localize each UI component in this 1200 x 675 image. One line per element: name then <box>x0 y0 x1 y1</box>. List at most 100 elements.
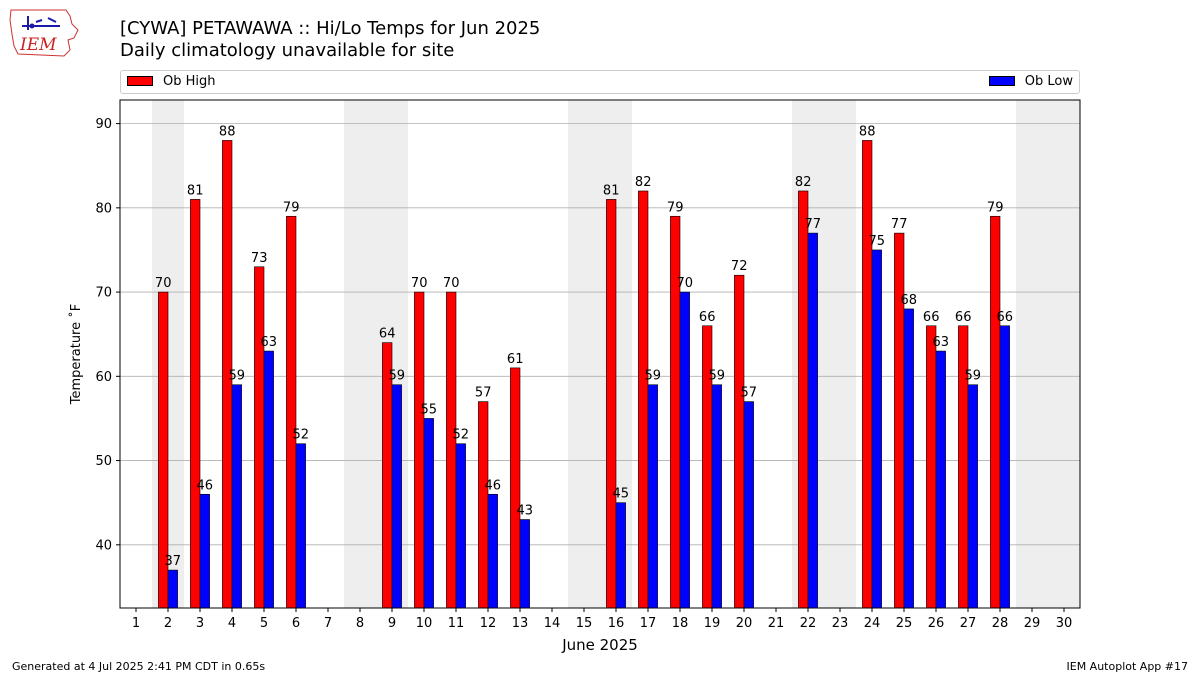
low-temp-data-label: 55 <box>421 402 438 417</box>
legend-label-low: Ob Low <box>1024 74 1073 89</box>
low-temp-bar <box>519 519 530 609</box>
x-tick-label: 11 <box>448 616 465 631</box>
x-tick-label: 1 <box>132 616 140 631</box>
x-tick-label: 10 <box>416 616 433 631</box>
low-temp-bar <box>423 418 434 609</box>
low-temp-bar <box>903 308 914 609</box>
x-tick-label: 25 <box>896 616 913 631</box>
x-tick-label: 23 <box>832 616 849 631</box>
x-tick-label: 3 <box>196 616 204 631</box>
x-axis-label: June 2025 <box>561 636 638 654</box>
high-temp-data-label: 57 <box>475 386 492 401</box>
low-temp-data-label: 45 <box>613 487 630 502</box>
low-temp-bar <box>679 291 690 609</box>
high-temp-data-label: 66 <box>955 310 972 325</box>
low-temp-data-label: 66 <box>997 310 1014 325</box>
high-temp-data-label: 79 <box>987 200 1004 215</box>
low-temp-bar <box>807 232 818 609</box>
chart-title: [CYWA] PETAWAWA :: Hi/Lo Temps for Jun 2… <box>120 18 541 39</box>
x-tick-label: 8 <box>356 616 364 631</box>
low-temp-bar <box>967 384 978 609</box>
x-tick-label: 17 <box>640 616 657 631</box>
chart-legend: Ob High Ob Low <box>120 70 1080 94</box>
high-temp-data-label: 70 <box>411 276 428 291</box>
low-temp-data-label: 52 <box>453 428 470 443</box>
low-temp-bar <box>871 249 882 609</box>
low-temp-data-label: 77 <box>805 217 822 232</box>
legend-swatch-high <box>127 76 153 86</box>
low-temp-data-label: 46 <box>197 478 214 493</box>
high-temp-data-label: 81 <box>187 183 204 198</box>
x-tick-label: 7 <box>324 616 332 631</box>
x-tick-label: 19 <box>704 616 721 631</box>
high-temp-bar <box>638 190 649 609</box>
low-temp-bar <box>935 350 946 609</box>
low-temp-data-label: 59 <box>965 369 982 384</box>
low-temp-bar <box>199 493 210 609</box>
low-temp-bar <box>743 401 754 609</box>
low-temp-data-label: 75 <box>869 234 886 249</box>
low-temp-bar <box>647 384 658 609</box>
generated-timestamp: Generated at 4 Jul 2025 2:41 PM CDT in 0… <box>12 660 266 673</box>
low-temp-data-label: 52 <box>293 428 310 443</box>
high-temp-data-label: 79 <box>283 200 300 215</box>
high-temp-bar <box>862 140 873 609</box>
x-tick-label: 9 <box>388 616 396 631</box>
high-temp-data-label: 72 <box>731 259 748 274</box>
high-temp-data-label: 70 <box>155 276 172 291</box>
x-tick-label: 24 <box>864 616 881 631</box>
low-temp-data-label: 70 <box>677 276 694 291</box>
low-temp-bar <box>487 493 498 609</box>
y-tick-label: 70 <box>95 286 112 301</box>
weekend-shading-band <box>1016 100 1080 608</box>
app-credit: IEM Autoplot App #17 <box>1066 660 1189 673</box>
x-tick-label: 18 <box>672 616 689 631</box>
low-temp-data-label: 57 <box>741 386 758 401</box>
high-temp-bar <box>254 266 265 609</box>
high-temp-data-label: 66 <box>923 310 940 325</box>
x-tick-label: 20 <box>736 616 753 631</box>
high-temp-bar <box>190 199 201 609</box>
high-temp-data-label: 81 <box>603 183 620 198</box>
high-temp-data-label: 61 <box>507 352 524 367</box>
legend-item-ob-high: Ob High <box>127 74 216 90</box>
high-temp-data-label: 70 <box>443 276 460 291</box>
low-temp-data-label: 63 <box>261 335 278 350</box>
y-tick-label: 60 <box>95 370 112 385</box>
x-tick-label: 28 <box>992 616 1009 631</box>
low-temp-bar <box>999 325 1010 609</box>
high-temp-data-label: 64 <box>379 327 396 342</box>
plot-frame <box>119 99 1081 609</box>
x-tick-label: 12 <box>480 616 497 631</box>
low-temp-bar <box>455 443 466 609</box>
low-temp-bar <box>167 569 178 609</box>
chart-subtitle: Daily climatology unavailable for site <box>120 40 455 61</box>
high-temp-bar <box>734 274 745 609</box>
low-temp-data-label: 59 <box>229 369 246 384</box>
x-tick-label: 5 <box>260 616 268 631</box>
x-tick-label: 26 <box>928 616 945 631</box>
high-temp-data-label: 73 <box>251 251 268 266</box>
high-temp-data-label: 88 <box>219 124 236 139</box>
y-tick-label: 90 <box>95 117 112 132</box>
high-temp-bar <box>286 215 297 609</box>
high-temp-data-label: 79 <box>667 200 684 215</box>
y-tick-label: 80 <box>95 201 112 216</box>
low-temp-data-label: 37 <box>165 554 182 569</box>
high-temp-bar <box>894 232 905 609</box>
low-temp-bar <box>615 502 626 609</box>
low-temp-data-label: 63 <box>933 335 950 350</box>
x-tick-label: 4 <box>228 616 236 631</box>
low-temp-bar <box>711 384 722 609</box>
legend-item-ob-low: Ob Low <box>988 74 1073 90</box>
high-temp-data-label: 82 <box>635 175 652 190</box>
low-temp-data-label: 46 <box>485 478 502 493</box>
station-dot-icon <box>29 23 35 29</box>
weather-station-icon <box>22 16 60 30</box>
high-temp-bar <box>510 367 521 609</box>
iem-logo: IEM <box>9 9 79 57</box>
high-temp-data-label: 82 <box>795 175 812 190</box>
high-temp-data-label: 88 <box>859 124 876 139</box>
y-axis-label: Temperature ˚F <box>68 304 84 405</box>
high-temp-data-label: 77 <box>891 217 908 232</box>
